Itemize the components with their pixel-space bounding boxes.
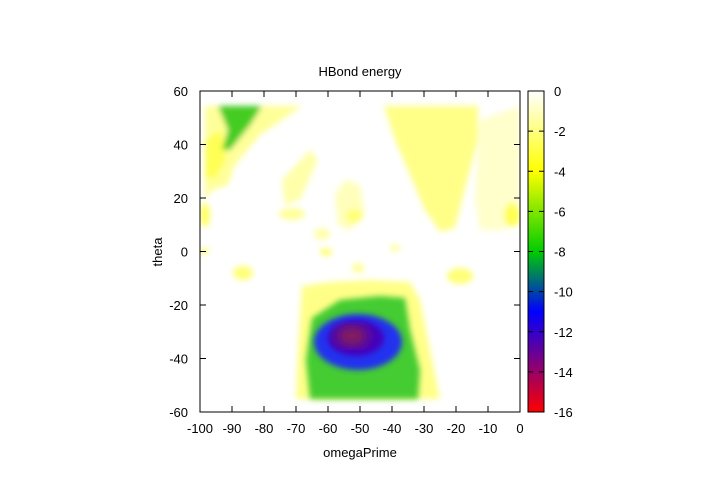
x-tick-label: -90 bbox=[223, 421, 242, 436]
mid-patch-4 bbox=[346, 209, 362, 223]
colorbar-tick-label: -16 bbox=[554, 405, 573, 420]
x-axis: -100 -90 -80 -70 -60 -50 -40 -30 -20 -10 0 bbox=[187, 91, 524, 436]
mid-patch-6 bbox=[320, 248, 332, 256]
x-tick-label: -100 bbox=[187, 421, 213, 436]
x-tick-label: -30 bbox=[415, 421, 434, 436]
upper-left-green bbox=[218, 106, 262, 150]
well-core bbox=[336, 326, 368, 346]
chart-title: HBond energy bbox=[318, 64, 402, 79]
colorbar-axis: 0 -2 -4 -6 -8 -10 -12 -14 -16 bbox=[528, 84, 573, 420]
y-axis-label: theta bbox=[150, 237, 165, 267]
x-tick-label: -40 bbox=[383, 421, 402, 436]
mid-patch-8 bbox=[447, 268, 473, 284]
x-tick-label: -50 bbox=[351, 421, 370, 436]
colorbar-tick-label: -2 bbox=[554, 124, 566, 139]
mid-patch-5 bbox=[314, 228, 330, 240]
y-tick-label: -60 bbox=[169, 405, 188, 420]
colorbar-tick-label: -6 bbox=[554, 204, 566, 219]
mid-patch-2 bbox=[279, 208, 305, 220]
x-tick-label: -60 bbox=[319, 421, 338, 436]
y-tick-label: -20 bbox=[169, 298, 188, 313]
colorbar-tick-label: -10 bbox=[554, 285, 573, 300]
heatmap-surface bbox=[200, 91, 520, 412]
x-tick-label: -20 bbox=[447, 421, 466, 436]
mid-patch-7 bbox=[233, 266, 253, 280]
upper-left-yellow-dot bbox=[200, 203, 210, 227]
colorbar-tick-label: -12 bbox=[554, 325, 573, 340]
region-middle-patches bbox=[200, 150, 473, 284]
upper-right-pale bbox=[475, 106, 520, 230]
colorbar-tick-label: -8 bbox=[554, 245, 566, 260]
y-tick-label: -40 bbox=[169, 352, 188, 367]
x-axis-label: omegaPrime bbox=[323, 445, 397, 460]
x-tick-label: -70 bbox=[287, 421, 306, 436]
x-tick-label: -80 bbox=[255, 421, 274, 436]
region-upper-left bbox=[200, 106, 302, 227]
x-tick-label: 0 bbox=[516, 421, 523, 436]
y-tick-label: 40 bbox=[174, 138, 188, 153]
region-lower-well bbox=[296, 280, 440, 399]
y-axis: -60 -40 -20 0 20 40 60 bbox=[169, 84, 520, 420]
x-tick-label: -10 bbox=[479, 421, 498, 436]
colorbar-tick-label: -4 bbox=[554, 164, 566, 179]
upper-right-yellow bbox=[384, 106, 478, 232]
colorbar-tick-label: -14 bbox=[554, 365, 573, 380]
mid-patch-1 bbox=[282, 150, 318, 205]
region-upper-right bbox=[384, 106, 520, 232]
y-tick-label: 20 bbox=[174, 191, 188, 206]
mid-patch-10 bbox=[390, 244, 400, 252]
mid-patch-9 bbox=[352, 263, 364, 273]
right-edge-yellow bbox=[504, 203, 520, 227]
y-tick-label: 60 bbox=[174, 84, 188, 99]
y-tick-label: 0 bbox=[181, 245, 188, 260]
colorbar-tick-label: 0 bbox=[554, 84, 561, 99]
upper-left-yellow-strong bbox=[205, 130, 226, 178]
